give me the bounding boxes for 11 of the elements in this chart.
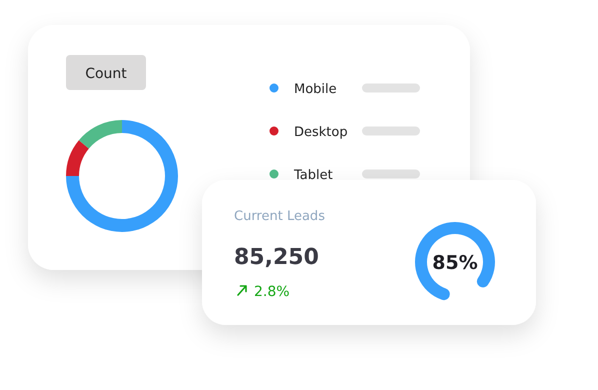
legend-label: Desktop xyxy=(294,125,348,140)
legend-label: Tablet xyxy=(293,168,333,183)
donut-slice xyxy=(78,120,122,149)
donut-slice xyxy=(66,140,89,176)
text: 2.8% xyxy=(254,284,290,300)
data-label: 85% xyxy=(432,252,478,274)
text: 85,250 xyxy=(234,245,319,270)
donut-slice xyxy=(66,120,178,232)
text: Current Leads xyxy=(234,209,326,224)
legend-label: Mobile xyxy=(294,82,337,97)
chart-title: Count xyxy=(85,66,128,82)
